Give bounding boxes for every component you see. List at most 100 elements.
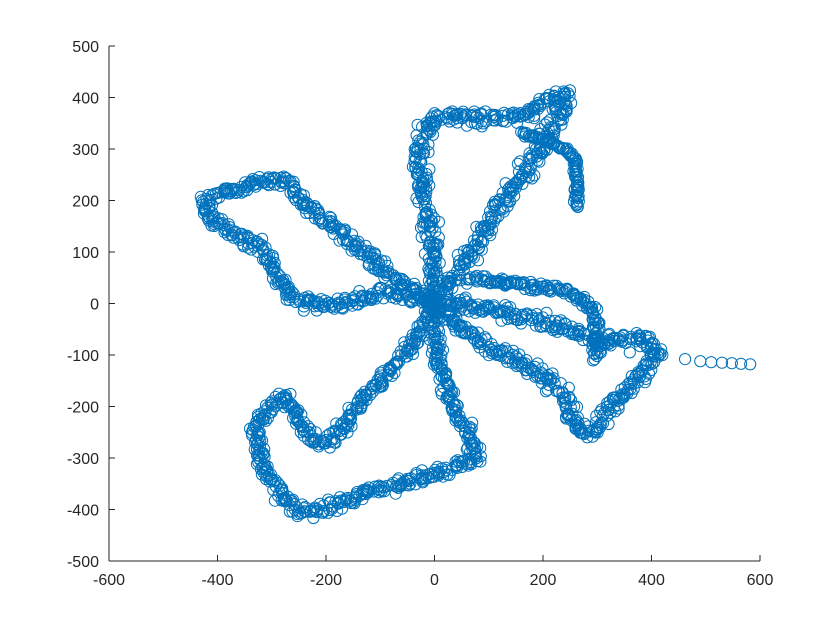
scatter-point — [259, 414, 272, 427]
scatter-point — [291, 412, 304, 425]
scatter-point — [333, 222, 346, 236]
scatter-point — [536, 311, 549, 324]
scatter-point — [378, 485, 391, 498]
scatter-point — [531, 370, 544, 383]
scatter-point — [587, 354, 600, 367]
scatter-point — [593, 323, 606, 336]
scatter-point — [586, 430, 599, 443]
y-tick-label: -200 — [67, 400, 99, 417]
scatter-point — [471, 254, 485, 267]
scatter-point — [198, 201, 211, 214]
scatter-point — [601, 409, 614, 422]
scatter-point — [488, 342, 501, 355]
scatter-point — [338, 224, 351, 237]
scatter-point — [358, 245, 371, 259]
scatter-point — [362, 481, 375, 494]
scatter-point — [715, 356, 729, 369]
y-tick-label: -300 — [67, 451, 99, 468]
scatter-point — [441, 309, 455, 322]
scatter-point — [420, 231, 433, 244]
y-tick-label: 400 — [72, 91, 99, 108]
scatter-point — [574, 325, 587, 338]
scatter-point — [516, 356, 529, 370]
scatter-point — [373, 371, 386, 384]
scatter-point — [312, 204, 325, 217]
scatter-point — [400, 289, 413, 302]
x-tick-label: 400 — [638, 572, 665, 589]
scatter-point — [420, 206, 433, 219]
scatter-point — [725, 357, 738, 370]
scatter-point — [484, 210, 497, 224]
scatter-point — [514, 155, 527, 168]
scatter-point — [475, 303, 488, 316]
scatter-point — [404, 477, 417, 490]
scatter-point — [534, 372, 547, 385]
scatter-point — [266, 262, 279, 275]
y-axis-ticks: -500 -400 -300 -200 -100 0 100 200 300 400 500 — [67, 39, 115, 571]
x-tick-label: -200 — [310, 572, 342, 589]
scatter-point — [557, 395, 570, 408]
scatter-point — [255, 238, 268, 251]
x-tick-label: -600 — [93, 572, 125, 589]
scatter-point — [414, 135, 427, 148]
scatter-point — [443, 389, 456, 403]
scatter-point — [510, 313, 524, 326]
scatter-point — [441, 313, 454, 326]
scatter-point — [602, 417, 615, 431]
scatter-point — [257, 466, 270, 479]
scatter-point — [253, 426, 266, 439]
scatter-point — [617, 328, 630, 341]
scatter-point — [585, 300, 598, 313]
scatter-point — [351, 238, 364, 251]
scatter-point — [301, 420, 314, 433]
scatter-point — [212, 186, 225, 199]
scatter-point — [516, 177, 529, 190]
scatter-point — [594, 346, 608, 359]
scatter-point — [550, 384, 563, 397]
scatter-point — [253, 412, 267, 426]
scatter-point — [475, 243, 488, 256]
scatter-point — [571, 171, 585, 184]
scatter-point — [496, 203, 509, 216]
y-tick-label: -100 — [67, 348, 99, 365]
scatter-point — [481, 299, 494, 312]
scatter-point — [374, 366, 387, 379]
scatter-point — [287, 175, 300, 188]
scatter-point — [435, 311, 448, 324]
scatter-point — [509, 177, 522, 190]
scatter-point — [491, 112, 504, 126]
scatter-point — [551, 110, 564, 123]
scatter-point — [334, 494, 347, 507]
scatter-point — [254, 454, 267, 467]
scatter-point — [476, 223, 489, 236]
scatter-point — [399, 347, 412, 360]
scatter-point — [245, 243, 258, 256]
scatter-point — [324, 220, 337, 234]
scatter-markers — [194, 84, 757, 525]
scatter-point — [261, 460, 274, 473]
scatter-point — [656, 348, 669, 362]
scatter-point — [571, 200, 584, 213]
scatter-point — [286, 493, 299, 506]
scatter-point — [495, 314, 508, 327]
scatter-point — [341, 426, 354, 439]
scatter-point — [289, 405, 302, 418]
scatter-point — [402, 479, 415, 492]
scatter-point — [531, 154, 544, 167]
scatter-point — [464, 423, 477, 436]
scatter-point — [453, 414, 466, 427]
scatter-point — [565, 394, 578, 407]
scatter-point — [744, 358, 757, 371]
scatter-point — [494, 305, 507, 318]
scatter-point — [259, 472, 273, 486]
scatter-point — [362, 259, 375, 272]
scatter-point — [296, 197, 309, 211]
scatter-point — [558, 317, 571, 330]
scatter-point — [530, 150, 543, 163]
scatter-point — [616, 334, 629, 347]
scatter-point — [453, 293, 466, 307]
y-tick-label: 200 — [72, 194, 99, 211]
scatter-point — [428, 238, 441, 251]
scatter-point — [314, 434, 328, 448]
scatter-point — [363, 247, 376, 260]
